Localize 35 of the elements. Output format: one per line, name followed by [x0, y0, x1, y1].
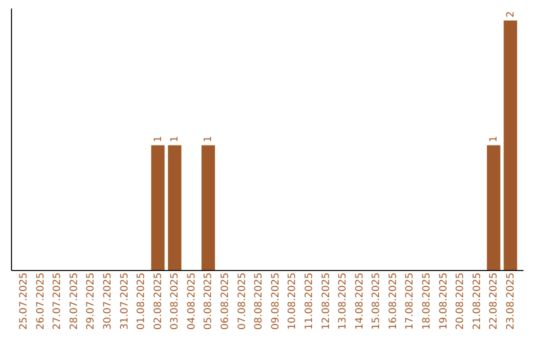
x-tick-label: 28.07.2025 [68, 272, 80, 330]
x-tick-label: 04.08.2025 [186, 272, 198, 330]
x-tick-label: 10.08.2025 [287, 272, 298, 330]
x-tick-label: 16.08.2025 [388, 272, 399, 330]
x-tick-label: 08.08.2025 [254, 272, 265, 330]
x-tick-label: 30.07.2025 [102, 272, 114, 330]
x-tick-label: 18.08.2025 [421, 272, 432, 330]
x-tick-label: 02.08.2025 [152, 272, 164, 330]
data-label: 1 [170, 136, 181, 142]
x-tick-label: 13.08.2025 [338, 272, 349, 330]
x-tick-label: 15.08.2025 [371, 272, 382, 330]
x-tick-label: 09.08.2025 [270, 272, 282, 330]
x-tick-label: 03.08.2025 [170, 272, 181, 330]
x-tick-label: 06.08.2025 [220, 272, 232, 330]
x-tick-label: 23.08.2025 [505, 272, 516, 330]
x-tick-label: 17.08.2025 [404, 272, 416, 330]
x-tick-label: 12.08.2025 [320, 272, 332, 330]
x-tick-label: 20.08.2025 [455, 272, 466, 330]
x-tick-label: 27.07.2025 [52, 272, 64, 330]
data-label: 2 [505, 11, 516, 18]
data-label: 1 [152, 136, 164, 142]
x-tick-label: 25.07.2025 [18, 272, 30, 330]
x-tick-label: 11.08.2025 [304, 272, 315, 330]
x-tick-label: 31.07.2025 [119, 272, 130, 330]
x-tick-label: 22.08.2025 [488, 272, 500, 330]
x-tick-label: 14.08.2025 [354, 272, 366, 330]
data-label: 1 [488, 136, 500, 142]
x-tick-label: 01.08.2025 [136, 272, 148, 330]
x-tick-label: 07.08.2025 [236, 272, 248, 330]
x-tick-label: 21.08.2025 [472, 272, 483, 330]
x-tick-label: 26.07.2025 [35, 272, 46, 330]
x-tick-label: 19.08.2025 [438, 272, 450, 330]
data-label: 1 [203, 136, 214, 142]
x-tick-label: 29.07.2025 [86, 272, 97, 330]
x-tick-label: 05.08.2025 [203, 272, 214, 330]
